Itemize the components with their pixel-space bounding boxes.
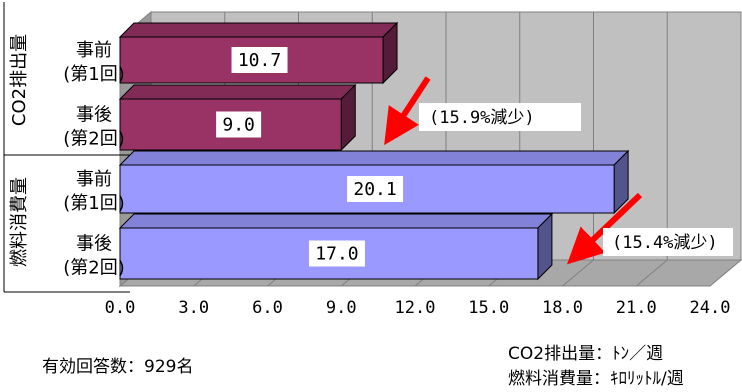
data-label-text: 9.0 (222, 115, 255, 136)
bar-front (119, 227, 539, 280)
bar (118, 212, 554, 281)
bar-top (118, 22, 399, 38)
x-tick-labels: 0.0 3.0 6.0 9.0 12.0 15.0 18.0 21.0 24.0 (105, 298, 731, 318)
x-tick-label: 21.0 (616, 298, 657, 318)
annotation-arrow (566, 192, 643, 265)
bar-top (118, 213, 554, 229)
x-tick-label: 6.0 (252, 298, 283, 318)
annotation-box (603, 228, 733, 256)
x-tick-label: 0.0 (105, 298, 136, 318)
category-labels: 事前 (第1回) 事後 (第2回) 事前 (第1回) 事後 (第2回) (3, 2, 130, 293)
unit-co2: CO2排出量：ﾄﾝ／週 (508, 344, 664, 364)
annotation-box (419, 103, 581, 131)
x-tick-label: 9.0 (326, 298, 357, 318)
category-label: 事後 (76, 234, 112, 255)
x-tick-label: 12.0 (395, 298, 436, 318)
category-label: (第2回) (63, 129, 125, 150)
data-label-box (216, 111, 262, 138)
group-label: CO2排出量 (9, 34, 30, 126)
group-label: 燃料消費量 (9, 177, 30, 267)
x-tick-label: 18.0 (542, 298, 583, 318)
respondent-count: 有効回答数：929名 (42, 357, 194, 377)
category-label: 事後 (76, 105, 112, 126)
data-label-text: 17.0 (315, 244, 358, 265)
data-label-box (231, 47, 288, 73)
bar-front (119, 98, 342, 151)
x-tick-label: 24.0 (690, 298, 731, 318)
category-label: (第1回) (63, 64, 125, 85)
bar-top (118, 150, 630, 166)
annotations: (15.9%減少) (15.4%減少) (384, 76, 733, 265)
floor-gridline (635, 259, 668, 287)
data-label: 17.0 (308, 240, 365, 267)
category-label: 事前 (76, 169, 112, 190)
data-label-box (308, 240, 365, 267)
annotation-text: (15.4%減少) (612, 233, 718, 253)
category-label: (第2回) (63, 258, 125, 279)
category-label: 事前 (76, 40, 112, 61)
annotation-text: (15.9%減少) (429, 108, 535, 128)
data-label: 10.7 (231, 47, 288, 73)
x-tick-label: 15.0 (468, 298, 509, 318)
bar-top (118, 84, 357, 100)
data-label-text: 10.7 (238, 50, 281, 71)
x-tick-label: 3.0 (178, 298, 209, 318)
data-label-text: 20.1 (353, 179, 396, 200)
data-label-box (347, 176, 404, 202)
bars: 10.7 9.0 20.1 17.0 (118, 21, 630, 281)
unit-fuel: 燃料消費量：ｷﾛﾘｯﾄﾙ/週 (508, 369, 684, 389)
category-label: (第1回) (63, 193, 125, 214)
annotation-arrow (384, 76, 431, 146)
data-label: 20.1 (347, 176, 404, 202)
bar (118, 83, 357, 152)
data-label: 9.0 (216, 111, 262, 138)
